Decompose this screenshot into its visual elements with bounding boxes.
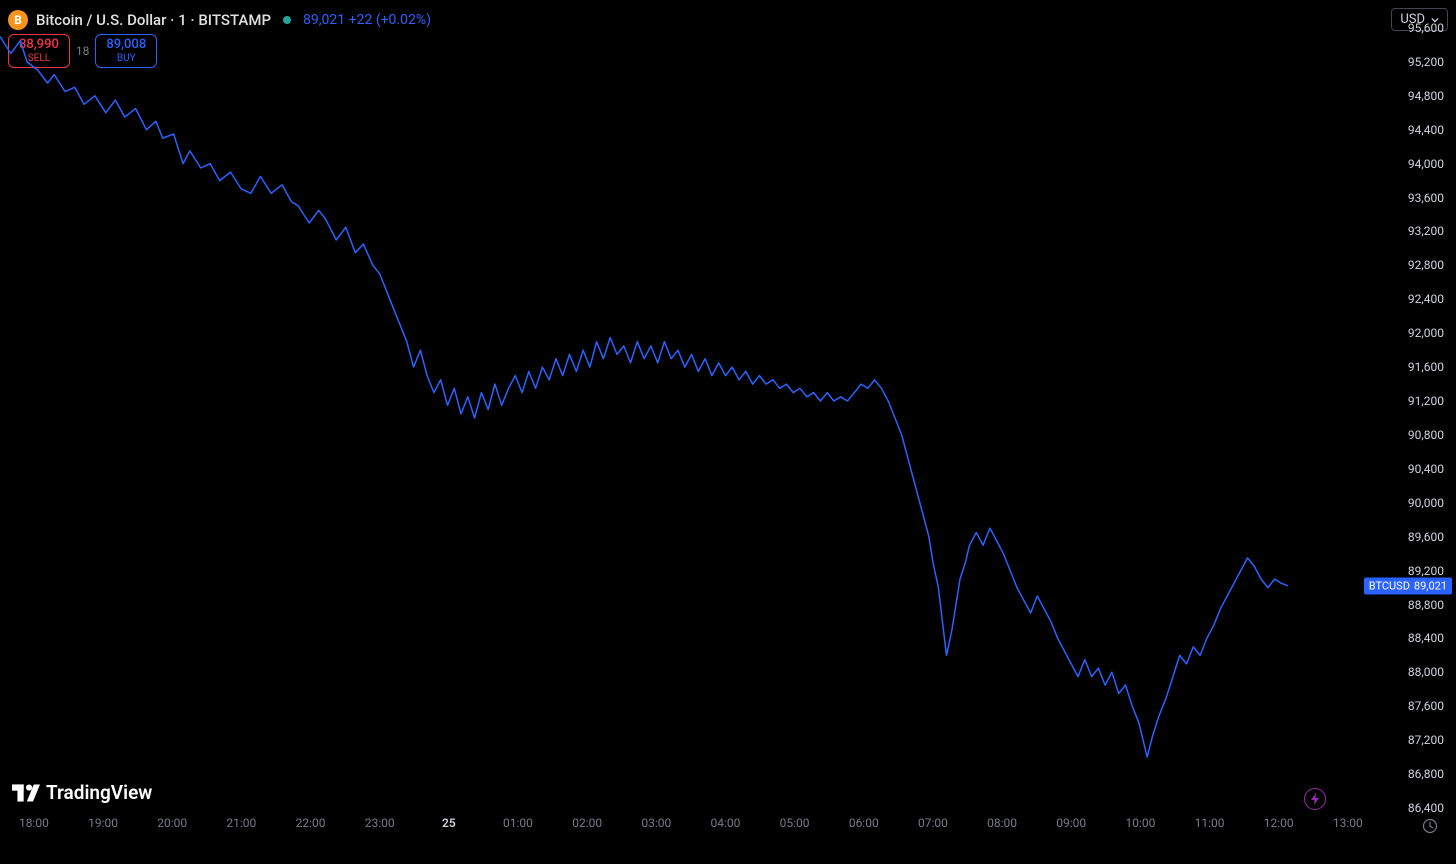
x-axis-tick: 05:00	[780, 816, 810, 830]
x-axis-tick: 07:00	[918, 816, 948, 830]
y-axis-tick: 88,400	[1408, 631, 1444, 645]
market-status-dot	[283, 16, 291, 24]
x-axis[interactable]: 18:00 19:00 20:00 21:00 22:00 23:00 25 01:00 02:…	[0, 816, 1356, 836]
y-axis-tick: 94,400	[1408, 123, 1444, 137]
y-axis-tick: 86,800	[1408, 767, 1444, 781]
header-price-line: 89,021 +22 (+0.02%)	[303, 12, 431, 28]
y-axis-tick: 89,200	[1408, 564, 1444, 578]
tradingview-logo[interactable]: TradingView	[12, 781, 152, 804]
y-axis-tick: 94,000	[1408, 157, 1444, 171]
y-axis-tick: 88,000	[1408, 665, 1444, 679]
x-axis-tick: 23:00	[365, 816, 395, 830]
y-axis-tick: 90,000	[1408, 496, 1444, 510]
x-axis-tick: 09:00	[1056, 816, 1086, 830]
price-change: +22	[349, 12, 373, 28]
last-price: 89,021	[303, 12, 345, 28]
y-axis-tick: 91,600	[1408, 360, 1444, 374]
x-axis-tick: 20:00	[157, 816, 187, 830]
price-tag-value: 89,021	[1414, 579, 1447, 592]
x-axis-tick: 08:00	[987, 816, 1017, 830]
x-axis-tick: 25	[442, 816, 456, 830]
x-axis-tick: 06:00	[849, 816, 879, 830]
x-axis-tick: 10:00	[1125, 816, 1155, 830]
x-axis-tick: 01:00	[503, 816, 533, 830]
price-change-pct: (+0.02%)	[376, 12, 431, 28]
price-chart[interactable]	[0, 28, 1356, 808]
y-axis-tick: 95,200	[1408, 55, 1444, 69]
y-axis-tick: 90,400	[1408, 462, 1444, 476]
x-axis-tick: 03:00	[641, 816, 671, 830]
symbol-title[interactable]: Bitcoin / U.S. Dollar · 1 · BITSTAMP	[36, 11, 271, 29]
y-axis-tick: 93,200	[1408, 224, 1444, 238]
y-axis-tick: 89,600	[1408, 530, 1444, 544]
bitcoin-icon: B	[8, 10, 28, 30]
x-axis-tick: 19:00	[88, 816, 118, 830]
timezone-icon[interactable]	[1422, 818, 1438, 834]
y-axis-tick: 91,200	[1408, 394, 1444, 408]
x-axis-tick: 12:00	[1264, 816, 1294, 830]
y-axis-tick: 92,400	[1408, 292, 1444, 306]
y-axis-tick: 86,400	[1408, 801, 1444, 815]
x-axis-tick: 04:00	[711, 816, 741, 830]
y-axis-tick: 88,800	[1408, 598, 1444, 612]
x-axis-tick: 11:00	[1195, 816, 1225, 830]
y-axis-tick: 95,600	[1408, 21, 1444, 35]
x-axis-tick: 18:00	[19, 816, 49, 830]
current-price-tag: BTCUSD 89,021	[1364, 577, 1452, 594]
y-axis-tick: 87,200	[1408, 733, 1444, 747]
y-axis[interactable]: 95,60095,20094,80094,40094,00093,60093,2…	[1356, 28, 1452, 808]
x-axis-tick: 13:00	[1333, 816, 1363, 830]
y-axis-tick: 92,000	[1408, 326, 1444, 340]
y-axis-tick: 92,800	[1408, 258, 1444, 272]
y-axis-tick: 94,800	[1408, 89, 1444, 103]
logo-text: TradingView	[46, 781, 152, 804]
y-axis-tick: 87,600	[1408, 699, 1444, 713]
x-axis-tick: 21:00	[226, 816, 256, 830]
y-axis-tick: 93,600	[1408, 191, 1444, 205]
tradingview-logo-icon	[12, 784, 40, 802]
x-axis-tick: 22:00	[296, 816, 326, 830]
price-line-path	[0, 28, 1356, 808]
price-tag-symbol: BTCUSD	[1369, 579, 1410, 592]
x-axis-tick: 02:00	[572, 816, 602, 830]
coin-icon-letter: B	[14, 13, 22, 27]
y-axis-tick: 90,800	[1408, 428, 1444, 442]
lightning-icon[interactable]	[1304, 788, 1326, 810]
